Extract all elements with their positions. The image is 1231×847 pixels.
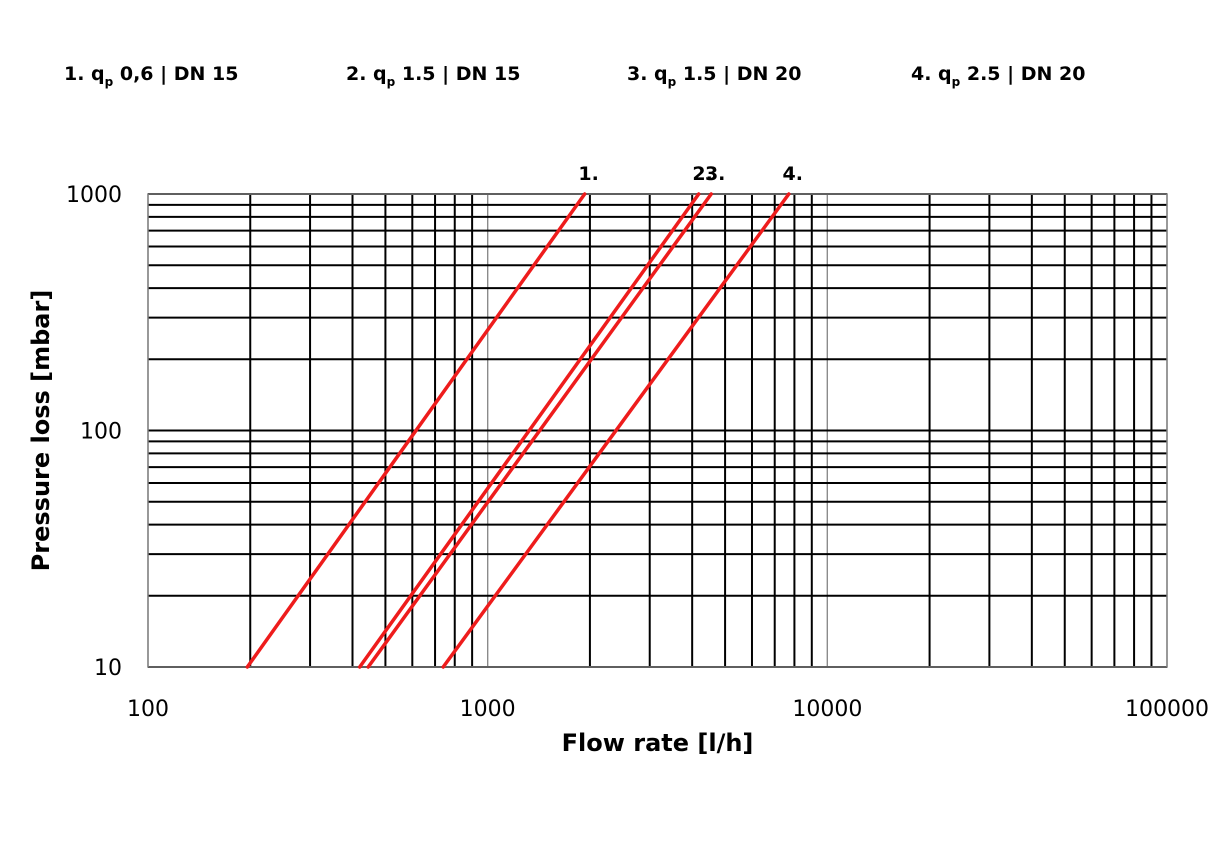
curve-label-2: 2. <box>692 163 712 185</box>
legend-item-3: 3. qp 1.5 | DN 20 <box>627 63 801 89</box>
legend: 1. qp 0,6 | DN 15 2. qp 1.5 | DN 15 3. qp … <box>64 63 1085 89</box>
x-axis-title: Flow rate [l/h] <box>562 729 754 757</box>
series-line-3 <box>366 192 713 669</box>
plot-grid <box>147 193 1168 668</box>
legend-item-1: 1. qp 0,6 | DN 15 <box>64 63 238 89</box>
y-axis-title: Pressure loss [mbar] <box>27 290 55 572</box>
y-tick-label: 100 <box>80 420 122 445</box>
legend-item-4: 4. qp 2.5 | DN 20 <box>911 63 1085 89</box>
x-tick-labels: 100 1000 10000 100000 <box>127 697 1209 722</box>
legend-item-2: 2. qp 1.5 | DN 15 <box>346 63 520 89</box>
plot-frame <box>147 193 1168 668</box>
curve-labels: 1. 2.3. 4. <box>578 163 803 185</box>
x-tick-label: 100000 <box>1125 697 1209 722</box>
series-lines <box>245 192 791 669</box>
y-tick-labels: 10 100 1000 <box>66 183 122 681</box>
series-line-2 <box>357 192 701 669</box>
y-tick-label: 1000 <box>66 183 122 208</box>
x-tick-label: 100 <box>127 697 169 722</box>
x-tick-label: 10000 <box>792 697 862 722</box>
curve-label-4: 4. <box>783 163 803 185</box>
y-tick-label: 10 <box>94 656 122 681</box>
x-tick-label: 1000 <box>460 697 516 722</box>
curve-label-3: 3. <box>705 163 725 185</box>
series-line-1 <box>245 192 587 669</box>
curve-label-1: 1. <box>578 163 598 185</box>
series-line-4 <box>441 192 791 669</box>
